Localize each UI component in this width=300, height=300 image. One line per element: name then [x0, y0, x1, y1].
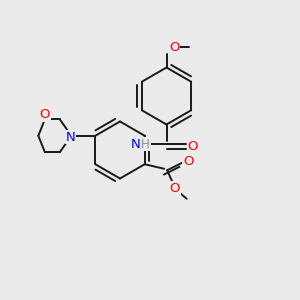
Text: O: O — [169, 182, 180, 195]
Text: H: H — [141, 137, 150, 151]
Text: O: O — [40, 108, 50, 121]
Text: O: O — [183, 155, 194, 168]
Text: N: N — [131, 137, 140, 151]
Text: N: N — [65, 131, 75, 144]
Text: O: O — [188, 140, 198, 153]
Text: O: O — [169, 41, 179, 54]
